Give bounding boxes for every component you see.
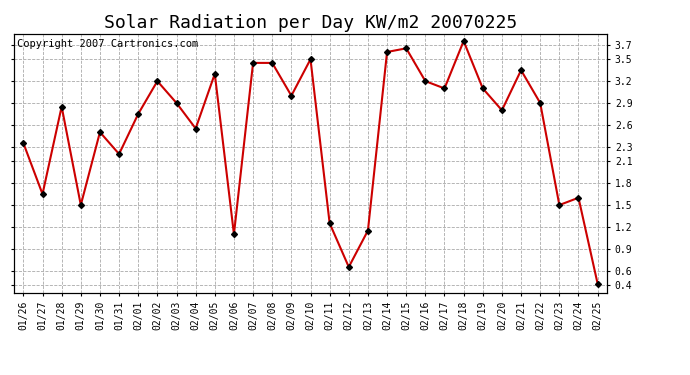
Title: Solar Radiation per Day KW/m2 20070225: Solar Radiation per Day KW/m2 20070225 xyxy=(104,14,517,32)
Text: Copyright 2007 Cartronics.com: Copyright 2007 Cartronics.com xyxy=(17,39,198,49)
